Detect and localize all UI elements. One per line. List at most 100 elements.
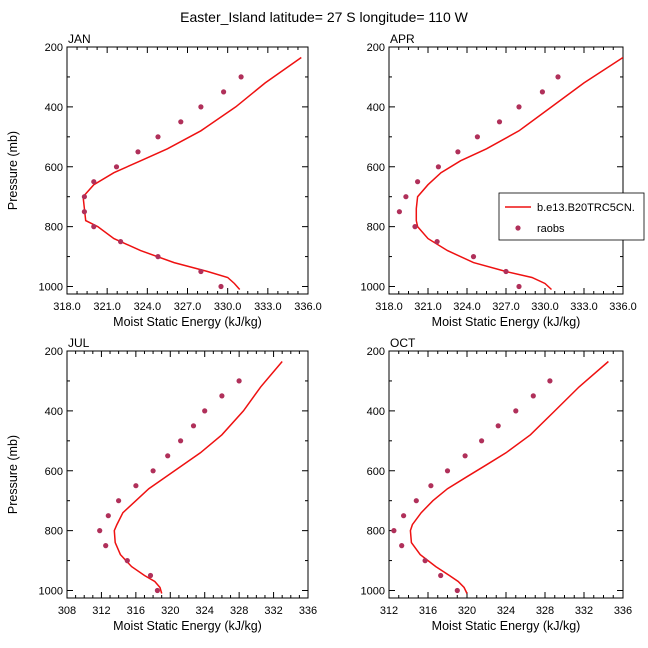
- raobs-point: [113, 164, 120, 170]
- raobs-point: [455, 149, 461, 155]
- x-tick-label: 328: [536, 605, 554, 617]
- y-axis-label: Pressure (mb): [6, 435, 20, 514]
- raobs-point: [470, 254, 477, 260]
- raobs-point: [105, 513, 111, 519]
- raobs-point: [118, 239, 124, 245]
- panel-jan: JAN 318.0 321.0 324.0 327.0 330.0 333.0 336.0 20…: [6, 32, 322, 329]
- raobs-point: [462, 453, 468, 459]
- x-tick-label: 336: [299, 605, 317, 617]
- x-tick-label: 321.0: [93, 301, 121, 313]
- x-tick-label: 336: [614, 605, 632, 617]
- model-series-line: [82, 56, 302, 290]
- y-tick-label: 800: [367, 526, 385, 538]
- y-tick-label: 1000: [39, 586, 63, 598]
- raobs-point: [399, 543, 405, 549]
- raobs-point: [496, 119, 503, 125]
- x-tick-label: 327.0: [174, 301, 202, 313]
- raobs-point: [479, 438, 485, 444]
- raobs-point: [434, 239, 440, 245]
- raobs-point: [165, 453, 171, 459]
- x-tick-label: 312: [92, 605, 110, 617]
- x-tick-label: 330.0: [531, 301, 559, 313]
- x-tick-label: 332: [575, 605, 593, 617]
- legend-marker-swatch: [515, 225, 521, 231]
- plot-area: [81, 56, 302, 290]
- raobs-point: [154, 587, 160, 594]
- raobs-point: [516, 104, 522, 110]
- panel-oct: OCT 312 316 320 324 328 332 336 200 400 600 800 1000…: [361, 336, 633, 633]
- x-tick-label: 333.0: [254, 301, 282, 313]
- x-axis-label: Moist Static Energy (kJ/kg): [113, 315, 262, 329]
- raobs-point: [412, 224, 418, 230]
- raobs-point: [428, 483, 434, 489]
- raobs-point: [147, 572, 154, 579]
- model-series-line: [113, 361, 283, 594]
- y-tick-label: 400: [367, 406, 385, 418]
- raobs-point: [435, 164, 441, 170]
- x-tick-label: 316: [419, 605, 437, 617]
- y-tick-label: 200: [45, 346, 63, 358]
- panel-apr: APR 318.0 321.0 324.0 327.0 330.0 333.0 336.0 20…: [361, 32, 637, 329]
- y-tick-label: 400: [45, 406, 63, 418]
- plot-area: [391, 360, 609, 594]
- panel-title: OCT: [390, 336, 416, 350]
- x-tick-label: 328: [230, 605, 248, 617]
- panel-jul: JUL 308 312 316 320 324 328 332 336 200 400 600 800 1…: [6, 336, 317, 633]
- legend-box: [498, 192, 645, 241]
- raobs-point: [555, 74, 561, 80]
- raobs-point: [103, 543, 109, 549]
- raobs-point: [97, 528, 103, 534]
- x-axis-label: Moist Static Energy (kJ/kg): [432, 315, 581, 329]
- y-tick-label: 600: [45, 162, 63, 174]
- x-tick-label: 332: [264, 605, 282, 617]
- raobs-point: [474, 134, 480, 140]
- x-axis-label: Moist Static Energy (kJ/kg): [432, 619, 581, 633]
- raobs-point: [198, 104, 204, 110]
- raobs-point: [202, 408, 208, 414]
- y-tick-label: 200: [367, 42, 385, 54]
- plot-frame: [388, 46, 624, 295]
- y-tick-label: 800: [45, 526, 63, 538]
- model-series-line: [409, 360, 609, 594]
- raobs-point: [116, 498, 122, 504]
- raobs-point: [236, 378, 242, 384]
- raobs-point: [539, 89, 546, 95]
- raobs-point: [190, 423, 197, 429]
- plot-area: [97, 361, 283, 594]
- y-tick-label: 1000: [361, 586, 385, 598]
- raobs-point: [401, 513, 407, 519]
- x-tick-label: 318.0: [375, 301, 403, 313]
- y-tick-label: 400: [45, 102, 63, 114]
- raobs-point: [91, 224, 97, 230]
- y-tick-label: 1000: [361, 282, 385, 294]
- x-tick-label: 336.0: [294, 301, 322, 313]
- raobs-point: [454, 587, 460, 594]
- raobs-point: [221, 89, 227, 95]
- raobs-point: [413, 498, 419, 504]
- raobs-point: [81, 194, 87, 200]
- raobs-point: [155, 254, 161, 260]
- raobs-point: [198, 268, 204, 275]
- x-tick-label: 320: [458, 605, 476, 617]
- raobs-point: [403, 194, 409, 200]
- raobs-point: [124, 558, 130, 564]
- panel-title: JUL: [68, 336, 90, 350]
- y-tick-label: 800: [45, 222, 63, 234]
- raobs-point: [444, 468, 451, 474]
- raobs-point: [218, 283, 224, 290]
- raobs-point: [178, 119, 184, 125]
- x-tick-label: 324: [196, 605, 214, 617]
- model-series-line: [415, 56, 623, 291]
- legend-label: b.e13.B20TRC5CN.: [537, 202, 635, 214]
- y-tick-label: 600: [367, 466, 385, 478]
- plot-frame: [66, 350, 309, 599]
- x-tick-label: 316: [127, 605, 145, 617]
- x-tick-label: 324.0: [453, 301, 481, 313]
- legend-label: raobs: [537, 223, 565, 235]
- raobs-point: [178, 438, 184, 444]
- plot-area: [396, 56, 623, 291]
- x-tick-label: 336.0: [609, 301, 637, 313]
- x-tick-label: 324.0: [134, 301, 162, 313]
- raobs-point: [391, 528, 397, 534]
